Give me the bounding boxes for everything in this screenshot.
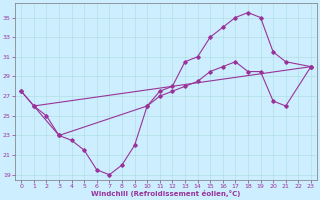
- X-axis label: Windchill (Refroidissement éolien,°C): Windchill (Refroidissement éolien,°C): [92, 190, 241, 197]
